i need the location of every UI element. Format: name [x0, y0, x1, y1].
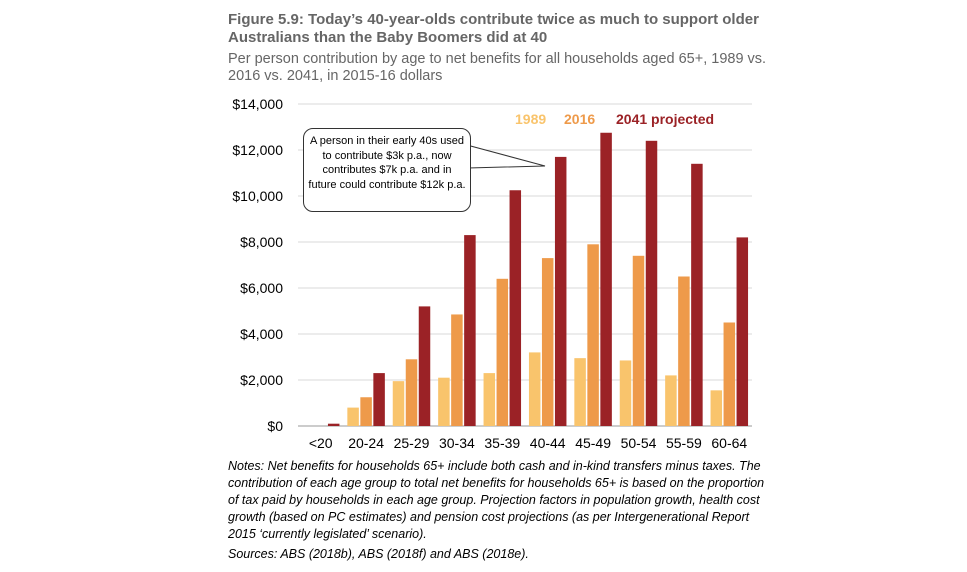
y-tick-label: $12,000: [232, 142, 283, 158]
legend: 1989 2016 2041 projected: [515, 111, 714, 127]
bar-2041-projected-30-34: [464, 235, 476, 426]
x-tick-label: 35-39: [484, 435, 520, 451]
y-tick-label: $8,000: [240, 234, 283, 250]
chart-subtitle: Per person contribution by age to net be…: [228, 51, 767, 84]
bar-2016-40-44: [541, 258, 554, 426]
bars: [327, 132, 749, 427]
x-tick-label: 50-54: [621, 435, 657, 451]
bar-2041-projected-<20: [327, 423, 340, 426]
callout-pointer: [451, 140, 546, 169]
bar-2041-projected-55-59: [691, 163, 703, 427]
bar-1989-20-24: [347, 407, 359, 426]
bar-1989-45-49: [574, 358, 586, 426]
x-tick-label: 45-49: [575, 435, 611, 451]
bar-1989-60-64: [710, 390, 723, 426]
x-axis-labels: <20 20-24 25-29 30-34 35-39 40-44 45-49 50-54 55…: [309, 435, 748, 451]
bar-1989-55-59: [665, 375, 677, 426]
x-tick-label: 55-59: [666, 435, 702, 451]
bar-1989-50-54: [619, 360, 632, 426]
y-tick-label: $10,000: [232, 188, 283, 204]
y-tick-label: $0: [267, 418, 283, 434]
callout-annotation: A person in their early 40s used to cont…: [303, 128, 471, 212]
bar-2016-35-39: [496, 278, 509, 426]
bar-1989-30-34: [438, 377, 450, 426]
bar-2041-projected-60-64: [736, 237, 749, 426]
bar-2041-projected-40-44: [554, 156, 567, 426]
bar-1989-40-44: [528, 352, 541, 426]
bar-2041-projected-25-29: [418, 306, 431, 426]
legend-item: 2041 projected: [616, 111, 714, 127]
x-tick-label: 60-64: [711, 435, 747, 451]
bar-1989-35-39: [483, 373, 496, 426]
bar-2041-projected-45-49: [600, 132, 612, 426]
y-tick-label: $14,000: [232, 96, 283, 112]
y-axis-labels: $0 $2,000 $4,000 $6,000 $8,000 $10,000 $12,000…: [232, 96, 283, 434]
bar-1989-25-29: [392, 381, 405, 426]
bar-2041-projected-35-39: [509, 190, 522, 426]
bar-2016-30-34: [451, 314, 463, 426]
bar-2016-60-64: [723, 322, 736, 426]
bar-2016-25-29: [405, 359, 418, 426]
x-tick-label: <20: [309, 435, 333, 451]
legend-item: 1989: [515, 111, 546, 127]
x-tick-label: 30-34: [439, 435, 475, 451]
x-tick-label: 25-29: [394, 435, 430, 451]
bar-2041-projected-20-24: [373, 373, 385, 426]
bar-2016-50-54: [632, 255, 645, 426]
chart-title: Figure 5.9: Today’s 40-year-olds contrib…: [228, 11, 759, 46]
bar-2016-20-24: [360, 397, 372, 426]
y-tick-label: $2,000: [240, 372, 283, 388]
chart-sources: Sources: ABS (2018b), ABS (2018f) and AB…: [228, 547, 529, 561]
x-tick-label: 20-24: [348, 435, 384, 451]
bar-2016-45-49: [587, 244, 599, 426]
y-tick-label: $6,000: [240, 280, 283, 296]
legend-item: 2016: [564, 111, 595, 127]
x-tick-label: 40-44: [530, 435, 566, 451]
chart-notes: Notes: Net benefits for households 65+ i…: [228, 459, 765, 541]
bar-2016-55-59: [678, 276, 690, 426]
y-tick-label: $4,000: [240, 326, 283, 342]
bar-2041-projected-50-54: [645, 140, 658, 427]
